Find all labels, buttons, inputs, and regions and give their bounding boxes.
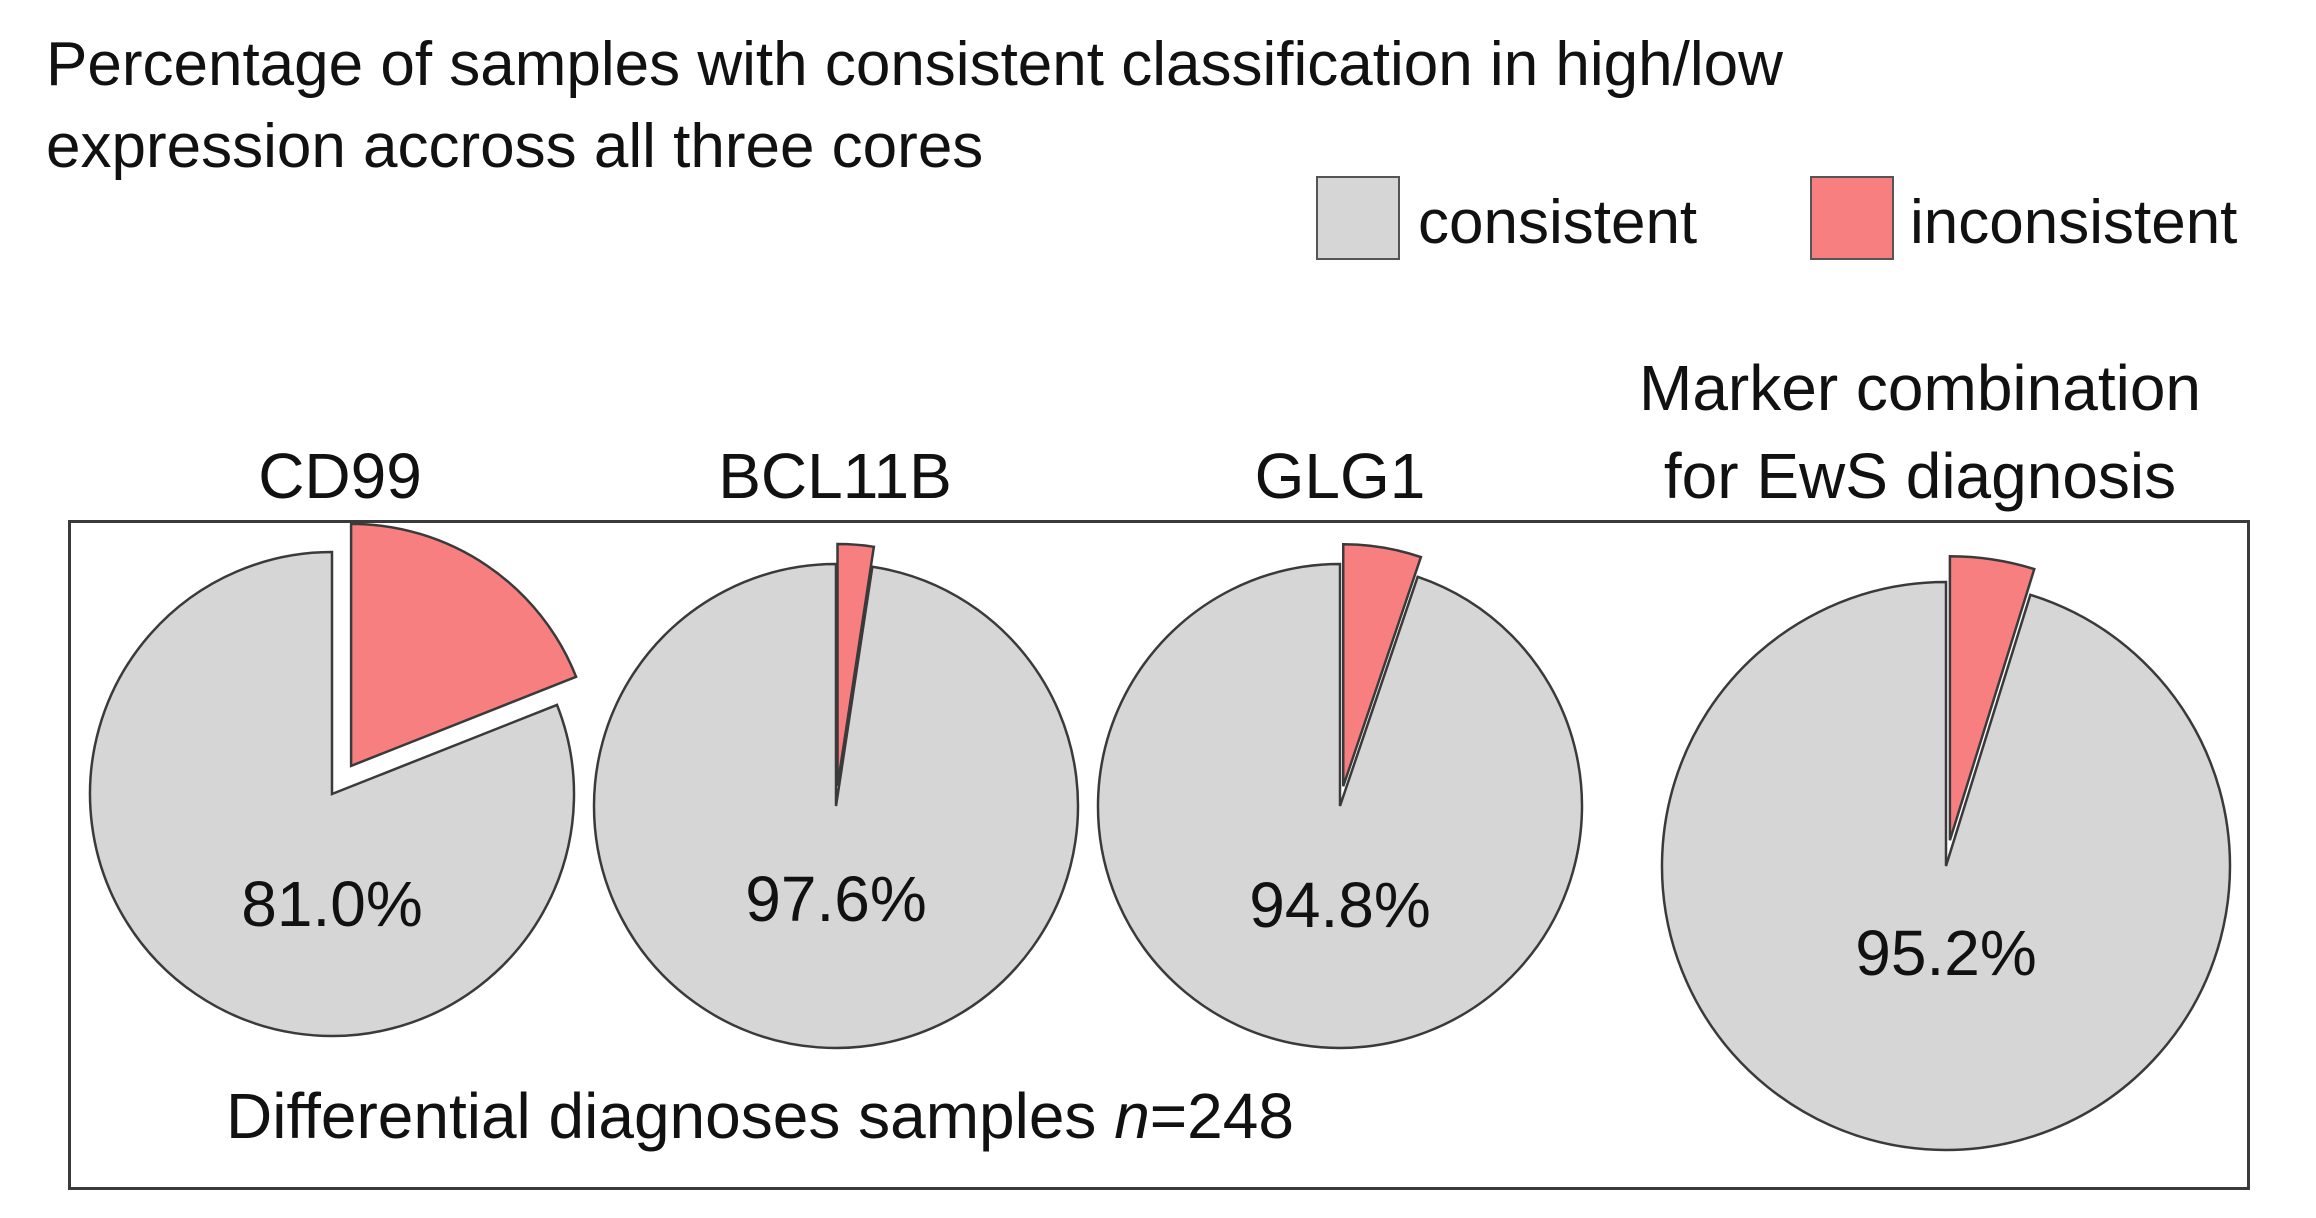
- pie-slice-inconsistent-cd99: [349, 522, 578, 768]
- pie-slice-consistent-cd99: [88, 550, 576, 1038]
- pie-slice-inconsistent-combination: [1948, 555, 2036, 841]
- pie-percent-label-combination: 95.2%: [1855, 917, 2036, 989]
- sample-size-footnote: Differential diagnoses samples n=248: [226, 1076, 1294, 1156]
- pie-title-combination-line-2: for EwS diagnosis: [1663, 440, 2177, 512]
- pie-slice-inconsistent-glg1: [1342, 543, 1423, 787]
- chart-title-line-2: expression accross all three cores: [46, 112, 984, 181]
- legend-swatch-inconsistent: [1810, 176, 1894, 260]
- pie-slice-consistent-glg1: [1096, 562, 1584, 1050]
- legend-label-inconsistent: inconsistent: [1910, 188, 2238, 257]
- pie-percent-label-bcl11b: 97.6%: [745, 863, 926, 935]
- pie-title-combination-line-1: Marker combination: [1639, 352, 2201, 424]
- pie-title-cd99: CD99: [258, 440, 422, 512]
- pie-slice-consistent-bcl11b: [592, 562, 1080, 1050]
- footnote-text: Differential diagnoses samples: [226, 1080, 1115, 1152]
- pie-percent-label-glg1: 94.8%: [1249, 869, 1430, 941]
- footnote-n-symbol: n: [1114, 1080, 1150, 1152]
- pie-title-glg1: GLG1: [1254, 440, 1426, 512]
- pie-title-bcl11b: BCL11B: [718, 440, 952, 512]
- pie-slice-inconsistent-bcl11b: [836, 542, 876, 787]
- pie-percent-label-cd99: 81.0%: [241, 868, 422, 940]
- chart-frame: [68, 520, 2250, 1190]
- chart-title-line-1: Percentage of samples with consistent cl…: [46, 30, 1783, 99]
- footnote-n-value: =248: [1149, 1080, 1294, 1152]
- legend-swatch-consistent: [1316, 176, 1400, 260]
- legend-label-consistent: consistent: [1418, 188, 1698, 257]
- pie-slice-consistent-combination: [1660, 580, 2232, 1152]
